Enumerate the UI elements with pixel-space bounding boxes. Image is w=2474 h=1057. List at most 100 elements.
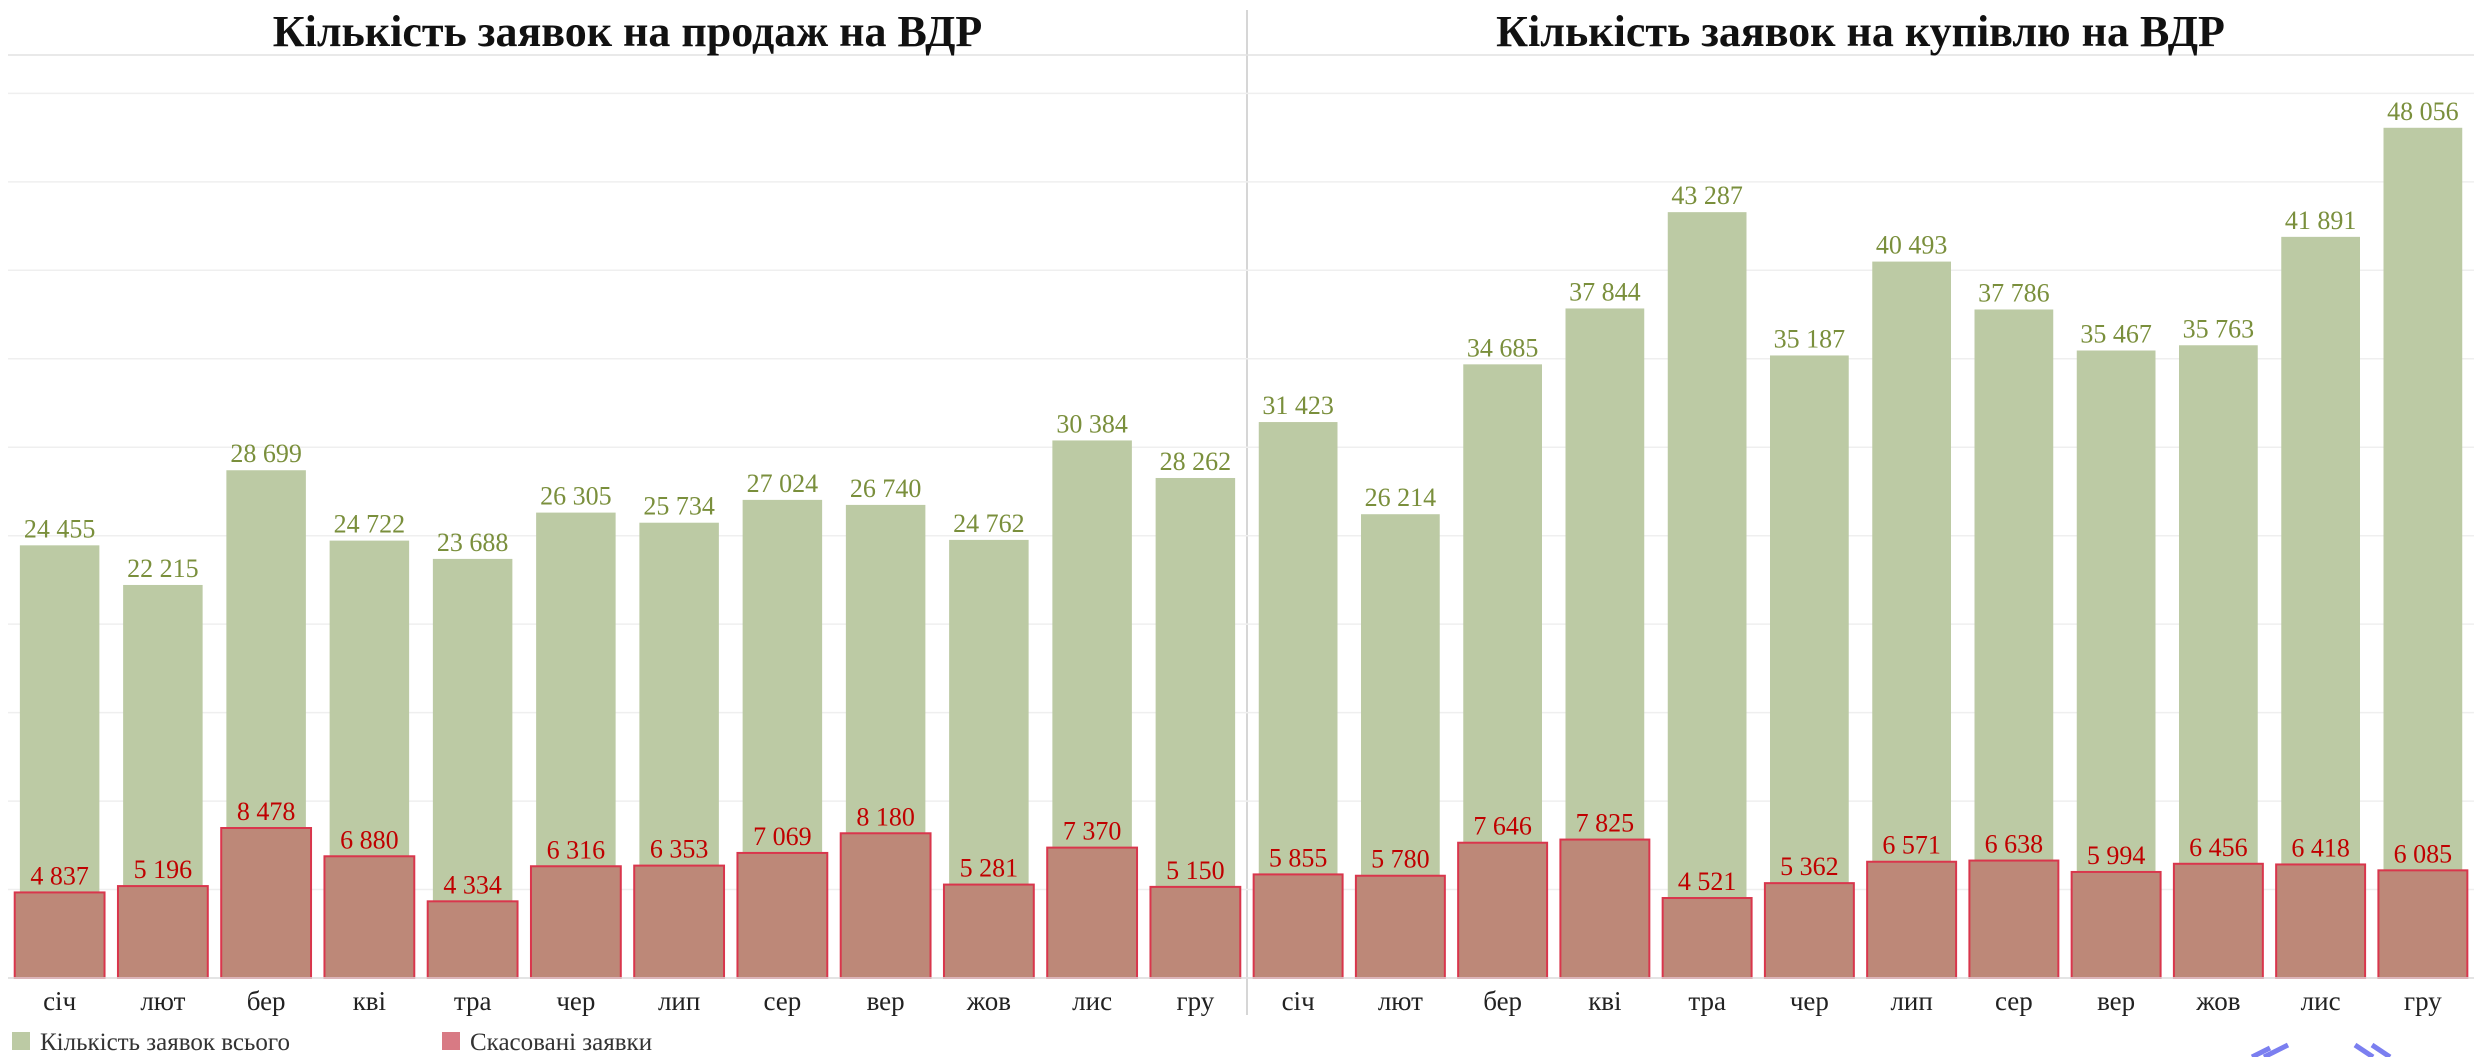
x-tick-label: кві xyxy=(353,986,386,1016)
legend-label: Скасовані заявки xyxy=(470,1029,652,1056)
value-label: 6 085 xyxy=(2394,839,2453,868)
x-tick-label: чер xyxy=(1790,986,1829,1016)
x-tick-label: лип xyxy=(1890,986,1932,1016)
total-bar xyxy=(1872,261,1951,978)
value-label: 24 762 xyxy=(953,509,1025,538)
value-label: 6 418 xyxy=(2291,833,2350,862)
value-label: 35 187 xyxy=(1774,324,1846,353)
x-tick-label: сер xyxy=(763,986,801,1016)
cancelled-bar xyxy=(1866,860,1958,979)
legend-swatch xyxy=(442,1032,460,1050)
value-label: 30 384 xyxy=(1056,409,1128,438)
value-label: 7 825 xyxy=(1576,809,1635,838)
x-tick-label: жов xyxy=(2195,986,2240,1016)
value-label: 22 215 xyxy=(127,554,199,583)
total-bar xyxy=(1667,212,1747,978)
cancelled-bar xyxy=(1457,841,1549,979)
x-tick-label: бер xyxy=(1483,986,1522,1016)
value-label: 5 362 xyxy=(1780,852,1839,881)
value-label: 26 305 xyxy=(540,482,612,511)
value-label: 4 521 xyxy=(1678,867,1737,896)
value-label: 4 837 xyxy=(30,861,89,890)
value-label: 24 455 xyxy=(24,514,96,543)
x-tick-label: жов xyxy=(966,986,1011,1016)
value-label: 8 478 xyxy=(237,797,296,826)
prev-icon[interactable] xyxy=(2250,1042,2290,1057)
value-label: 37 844 xyxy=(1569,277,1641,306)
x-tick-label: тра xyxy=(454,986,492,1016)
cancelled-bar xyxy=(1661,897,1753,979)
x-tick-label: кві xyxy=(1588,986,1621,1016)
x-tick-label: бер xyxy=(247,986,286,1016)
x-tick-label: чер xyxy=(556,986,595,1016)
value-label: 5 855 xyxy=(1269,843,1328,872)
chart-title: Кількість заявок на продаж на ВДР xyxy=(273,7,983,56)
value-label: 25 734 xyxy=(643,492,715,521)
value-label: 6 353 xyxy=(650,835,709,864)
value-label: 26 214 xyxy=(1365,483,1437,512)
cancelled-bar xyxy=(2172,862,2264,979)
value-label: 7 069 xyxy=(753,822,812,851)
cancelled-bar xyxy=(1354,874,1446,979)
value-label: 5 281 xyxy=(960,854,1019,883)
x-tick-label: лют xyxy=(1378,986,1423,1016)
value-label: 27 024 xyxy=(747,469,819,498)
x-tick-label: січ xyxy=(1282,986,1315,1016)
x-tick-label: лип xyxy=(658,986,700,1016)
value-label: 35 467 xyxy=(2080,320,2152,349)
cancelled-bar xyxy=(942,883,1035,979)
value-label: 6 880 xyxy=(340,825,399,854)
value-label: 28 262 xyxy=(1160,447,1232,476)
value-label: 37 786 xyxy=(1978,278,2050,307)
cancelled-bar xyxy=(1149,885,1242,980)
cancelled-bar xyxy=(1046,846,1139,979)
x-tick-label: гру xyxy=(2404,986,2442,1016)
legend-label: Кількість заявок всього xyxy=(40,1029,290,1056)
x-tick-label: лис xyxy=(2301,986,2341,1016)
value-label: 7 646 xyxy=(1473,812,1532,841)
value-label: 7 370 xyxy=(1063,817,1122,846)
cancelled-bar xyxy=(323,855,416,979)
chart-title: Кількість заявок на купівлю на ВДР xyxy=(1496,7,2225,56)
total-bar xyxy=(1770,355,1849,978)
value-label: 8 180 xyxy=(856,802,915,831)
value-label: 41 891 xyxy=(2285,206,2357,235)
x-tick-label: лют xyxy=(140,986,185,1016)
cancelled-bar xyxy=(2275,863,2367,979)
cancelled-bar xyxy=(1559,838,1651,979)
x-tick-label: лис xyxy=(1072,986,1112,1016)
value-label: 34 685 xyxy=(1467,333,1539,362)
cancelled-bar xyxy=(13,891,106,979)
value-label: 31 423 xyxy=(1262,391,1334,420)
cancelled-bar xyxy=(2377,869,2469,979)
cancelled-bar xyxy=(736,851,829,980)
x-tick-label: сер xyxy=(1995,986,2033,1016)
cancelled-bar xyxy=(633,864,726,979)
x-tick-label: січ xyxy=(43,986,76,1016)
value-label: 28 699 xyxy=(230,439,302,468)
x-tick-label: вер xyxy=(867,986,905,1016)
total-bar xyxy=(2383,127,2463,979)
cancelled-bar xyxy=(839,832,932,979)
value-label: 4 334 xyxy=(443,870,502,899)
next-icon[interactable] xyxy=(2353,1042,2392,1057)
cancelled-bar xyxy=(1252,873,1344,980)
value-label: 6 316 xyxy=(547,835,606,864)
value-label: 6 456 xyxy=(2189,833,2248,862)
total-bar xyxy=(2281,236,2360,978)
x-tick-label: гру xyxy=(1177,986,1215,1016)
value-label: 6 638 xyxy=(1985,830,2044,859)
x-tick-label: вер xyxy=(2097,986,2135,1016)
value-label: 5 780 xyxy=(1371,845,1430,874)
value-label: 5 150 xyxy=(1166,856,1225,885)
cancelled-bar xyxy=(426,900,519,979)
value-label: 24 722 xyxy=(334,510,406,539)
cancelled-bar xyxy=(116,885,209,979)
legend-swatch xyxy=(12,1032,30,1050)
cancelled-bar xyxy=(1968,859,2060,980)
cancelled-bar xyxy=(220,827,313,980)
cancelled-bar xyxy=(1763,882,1855,980)
nav-icons[interactable] xyxy=(2250,1042,2392,1057)
